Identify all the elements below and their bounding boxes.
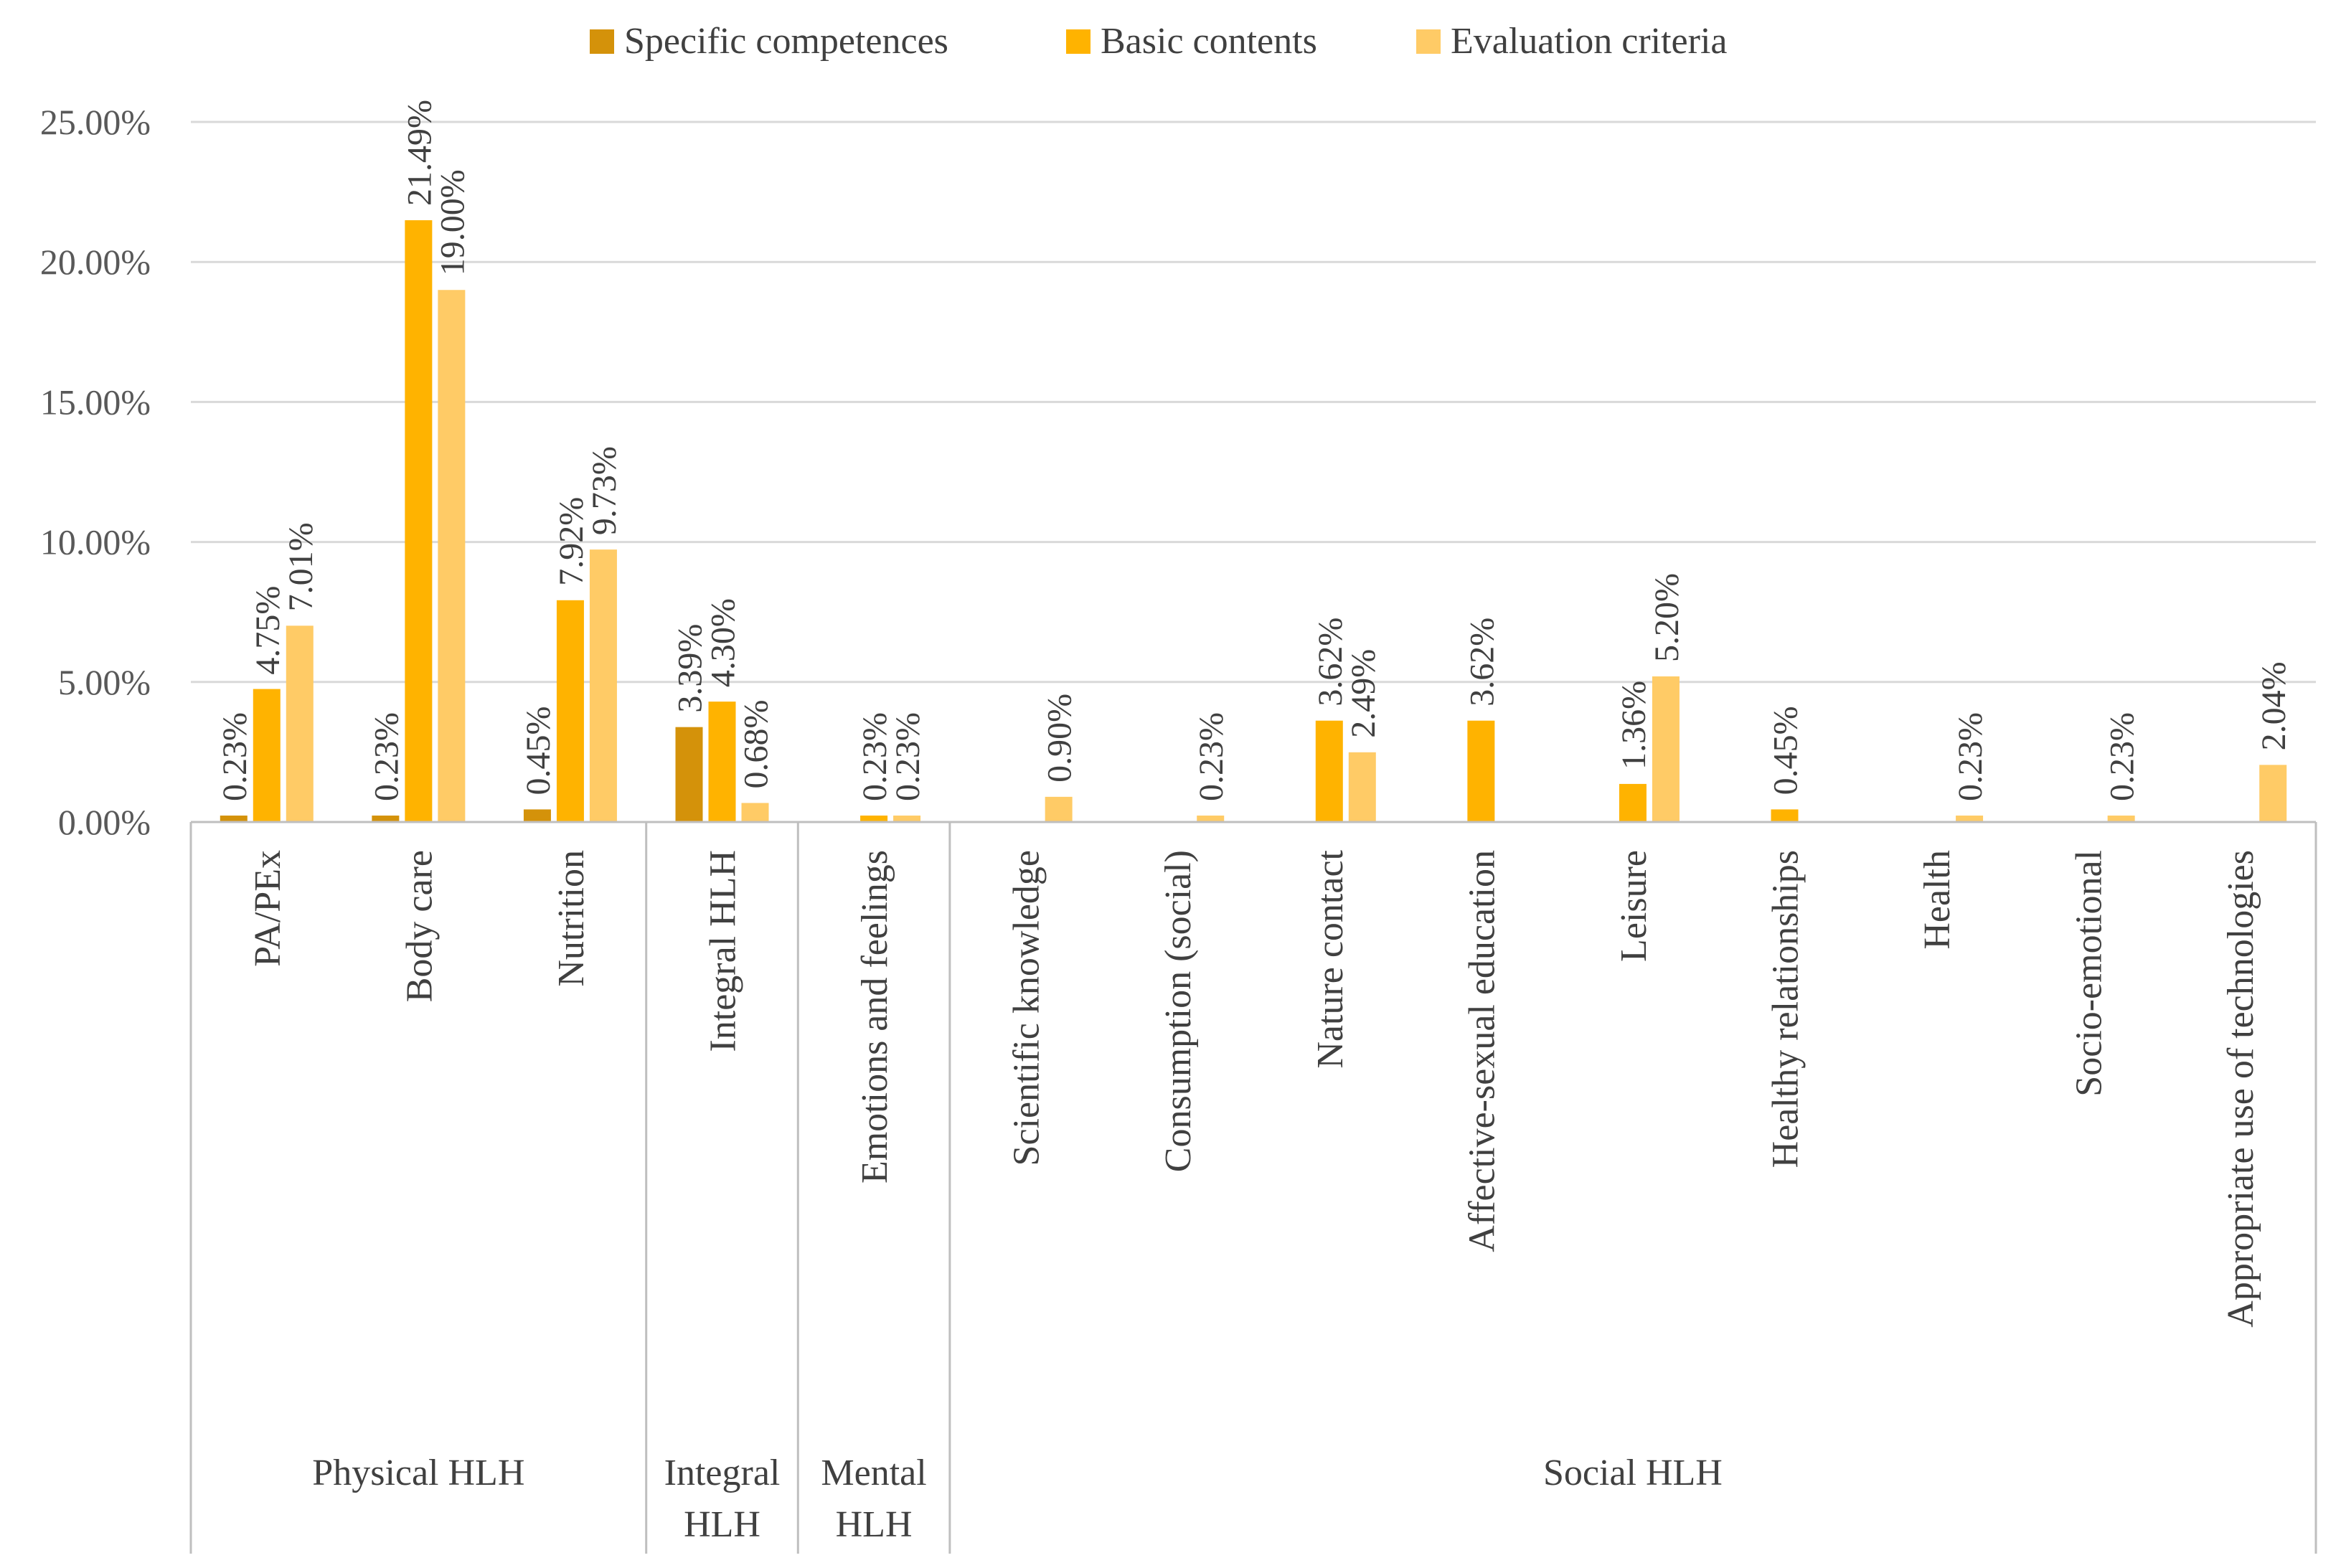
bar bbox=[708, 702, 736, 822]
legend-swatch bbox=[1066, 29, 1091, 54]
bar bbox=[860, 816, 888, 822]
data-label: 0.23% bbox=[216, 712, 254, 801]
data-labels: 0.23% 0.23% 0.45%3.39%4.75%21.49%7.92%4.30… bbox=[216, 100, 2293, 801]
data-label: 0.45% bbox=[519, 706, 557, 795]
bars bbox=[220, 220, 2287, 822]
bar bbox=[372, 816, 400, 822]
data-label: 2.04% bbox=[2255, 661, 2293, 750]
category-label: Leisure bbox=[1614, 850, 1654, 962]
category-label: Scientific knowledge bbox=[1007, 850, 1047, 1166]
data-label: 0.23% bbox=[1951, 712, 1989, 801]
bar bbox=[438, 290, 466, 822]
category-label: Health bbox=[1917, 850, 1958, 950]
legend-label: Basic contents bbox=[1101, 21, 1317, 62]
data-label: 1.36% bbox=[1615, 681, 1653, 770]
bar bbox=[2107, 816, 2135, 822]
group-label: HLH bbox=[836, 1504, 913, 1545]
bar bbox=[741, 803, 769, 822]
data-label: 0.23% bbox=[1192, 712, 1230, 801]
bar bbox=[1619, 783, 1647, 822]
category-label: Affective-sexual education bbox=[1461, 850, 1502, 1252]
data-label: 7.01% bbox=[282, 522, 320, 611]
category-label: Integral HLH bbox=[703, 850, 744, 1052]
category-label: Consumption (social) bbox=[1158, 850, 1199, 1172]
data-label: 3.62% bbox=[1311, 618, 1350, 707]
data-label: 3.39% bbox=[672, 624, 710, 713]
group-label: Physical HLH bbox=[312, 1453, 524, 1493]
data-label: 2.49% bbox=[1344, 649, 1383, 738]
category-label: Emotions and feelings bbox=[854, 850, 895, 1184]
data-label: 0.23% bbox=[856, 712, 894, 801]
y-tick-label: 0.00% bbox=[58, 802, 151, 842]
data-label: 0.23% bbox=[889, 712, 927, 801]
gridlines bbox=[191, 121, 2316, 684]
data-label: 3.62% bbox=[1463, 618, 1501, 707]
data-label: 9.73% bbox=[585, 446, 623, 535]
data-label: 5.20% bbox=[1648, 573, 1686, 662]
group-label: HLH bbox=[684, 1504, 760, 1545]
category-label: Body care bbox=[399, 850, 440, 1002]
bar bbox=[1467, 720, 1495, 822]
data-label: 4.75% bbox=[249, 586, 287, 675]
data-label: 7.92% bbox=[552, 497, 590, 586]
data-label: 0.23% bbox=[367, 712, 405, 801]
data-label: 0.90% bbox=[1041, 694, 1079, 783]
bar bbox=[1771, 809, 1799, 822]
bar bbox=[1197, 816, 1225, 822]
category-label: Healthy relationships bbox=[1766, 850, 1807, 1168]
data-label: 0.23% bbox=[2104, 712, 2142, 801]
legend-swatch bbox=[590, 29, 614, 54]
group-label: Mental bbox=[821, 1453, 926, 1493]
data-label: 0.68% bbox=[738, 699, 776, 788]
category-label: PA/PEx bbox=[248, 850, 288, 967]
bar bbox=[286, 625, 314, 822]
bar bbox=[1045, 796, 1073, 822]
bar bbox=[1348, 752, 1376, 822]
legend-label: Evaluation criteria bbox=[1451, 21, 1727, 62]
legend-swatch bbox=[1416, 29, 1441, 54]
category-label: Appropriate use of technologies bbox=[2220, 850, 2261, 1328]
bar bbox=[556, 600, 584, 822]
bar bbox=[405, 220, 433, 822]
data-label: 19.00% bbox=[433, 169, 471, 275]
data-label: 21.49% bbox=[400, 100, 438, 206]
group-label: Social HLH bbox=[1543, 1453, 1723, 1493]
data-label: 0.45% bbox=[1767, 706, 1805, 795]
bar bbox=[589, 549, 617, 822]
category-label: Socio-emotional bbox=[2069, 850, 2110, 1097]
bar bbox=[1315, 720, 1343, 822]
y-tick-label: 10.00% bbox=[40, 522, 151, 562]
y-tick-label: 25.00% bbox=[40, 102, 151, 142]
bar bbox=[2259, 765, 2287, 822]
group-label: Integral bbox=[664, 1453, 781, 1493]
y-axis: 0.00% 5.00% 10.00% 15.00% 20.00% 25.00% bbox=[40, 102, 151, 842]
legend-label: Specific competences bbox=[624, 21, 948, 62]
data-label: 4.30% bbox=[705, 598, 743, 687]
bar bbox=[1956, 816, 1984, 822]
bar bbox=[675, 727, 703, 822]
bar bbox=[253, 689, 281, 822]
y-tick-label: 5.00% bbox=[58, 662, 151, 702]
category-label: Nutrition bbox=[551, 850, 592, 987]
bar bbox=[1652, 676, 1680, 822]
x-axis: PA/PEx Body care Nutrition Integral HLH Emot… bbox=[189, 821, 2317, 1554]
y-tick-label: 20.00% bbox=[40, 242, 151, 282]
bar bbox=[893, 816, 921, 822]
category-label: Nature contact bbox=[1310, 849, 1351, 1068]
y-tick-label: 15.00% bbox=[40, 382, 151, 422]
bar bbox=[220, 816, 248, 822]
bar bbox=[523, 809, 551, 822]
legend: Specific competences Basic contents Evalua… bbox=[590, 21, 1727, 62]
